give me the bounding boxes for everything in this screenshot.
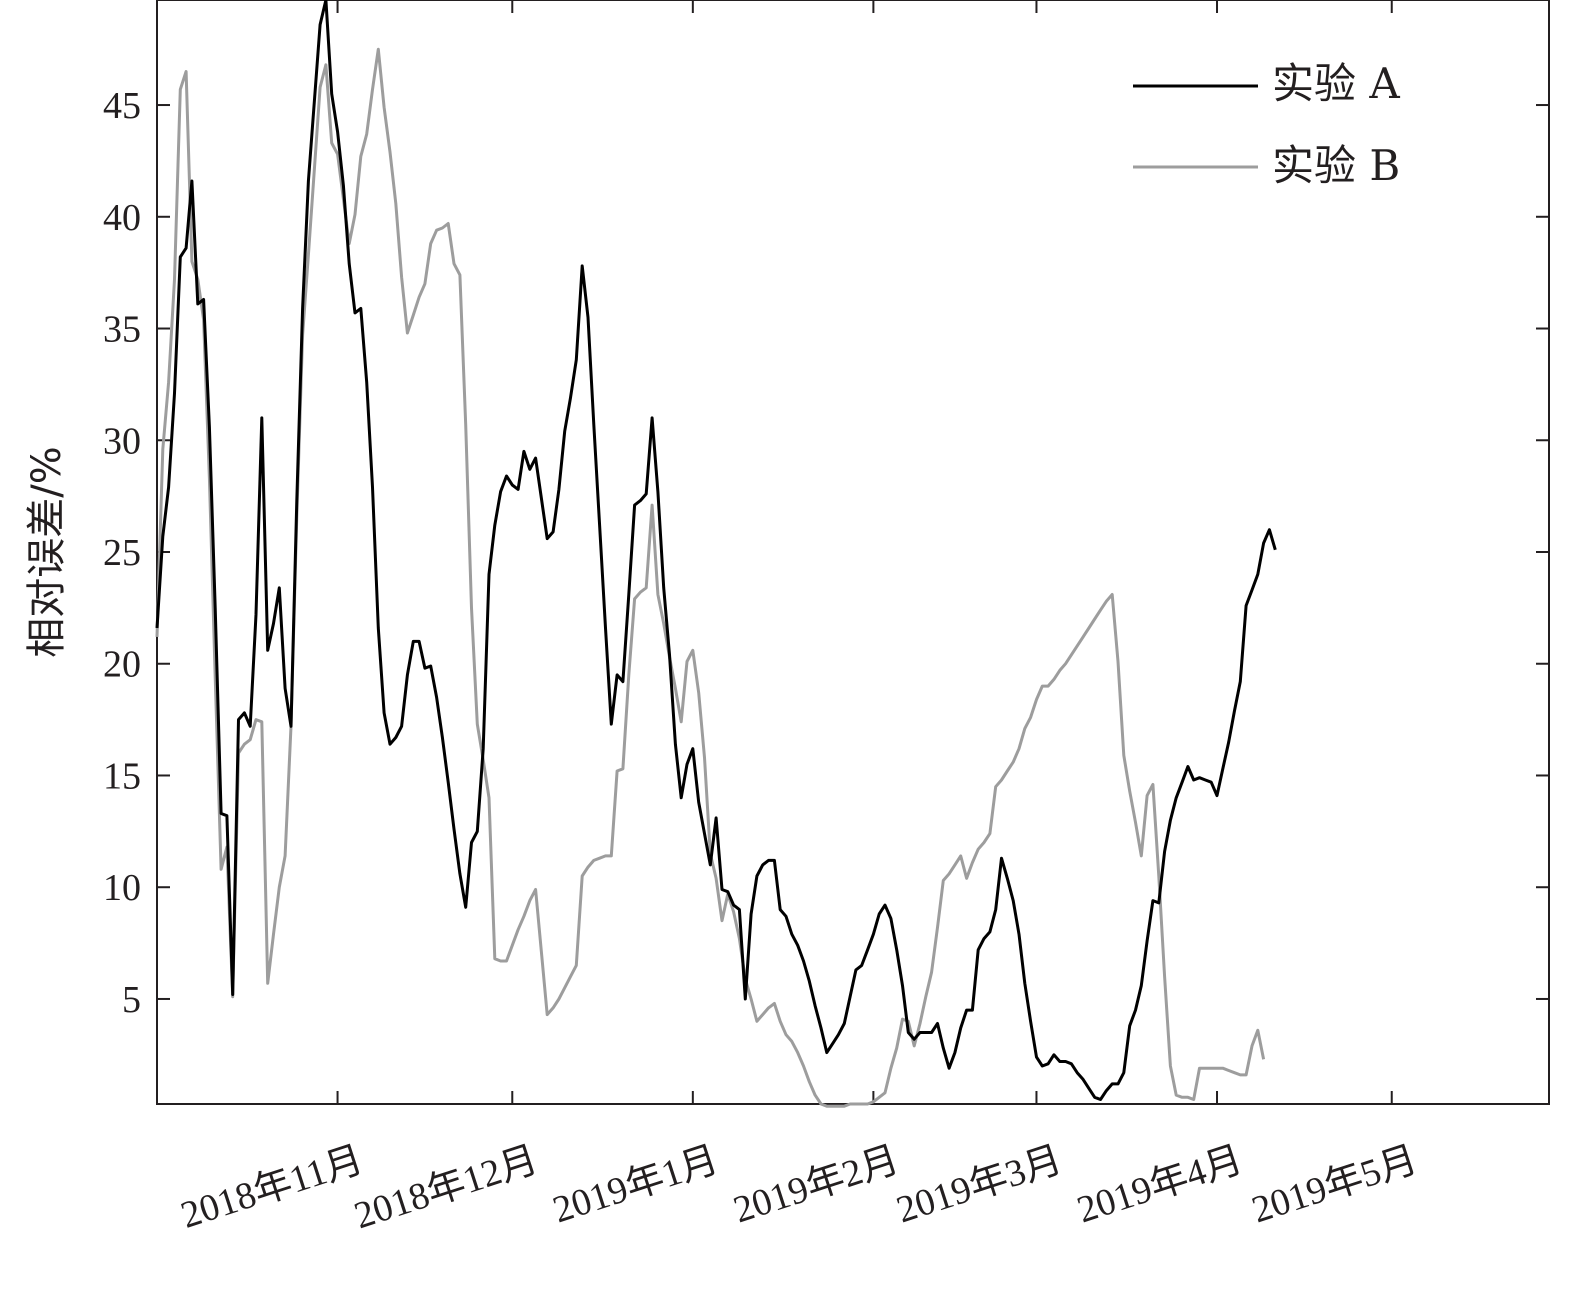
legend: 实验 A 实验 B [1133, 59, 1400, 190]
x-tick-label: 2019年2月 [729, 1139, 905, 1232]
x-tick-label: 2018年11月 [176, 1139, 368, 1237]
legend-label-a: 实验 A [1272, 59, 1400, 108]
y-tick-label: 30 [103, 420, 141, 462]
legend-label-b: 实验 B [1272, 141, 1400, 190]
y-axis: 5 10 15 20 25 30 35 40 45 [103, 85, 1549, 1021]
x-tick-label: 2018年12月 [349, 1139, 543, 1238]
series-line-b [155, 47, 1266, 1108]
y-tick-label: 20 [103, 644, 141, 686]
y-tick-label: 35 [103, 309, 141, 351]
y-tick-label: 5 [122, 979, 141, 1021]
x-tick-label: 2019年1月 [548, 1139, 724, 1232]
y-tick-label: 10 [103, 867, 141, 909]
y-tick-label: 15 [103, 755, 141, 797]
y-tick-label: 45 [103, 85, 141, 127]
y-axis-title: 相对误差/% [24, 446, 70, 657]
series-layer [155, 0, 1277, 1108]
series-line-a [155, 0, 1277, 1101]
x-tick-label: 2019年3月 [892, 1139, 1068, 1232]
x-tick-label: 2019年5月 [1247, 1139, 1423, 1232]
y-tick-label: 40 [103, 197, 141, 239]
y-tick-label: 25 [103, 532, 141, 574]
x-tick-label: 2019年4月 [1072, 1139, 1248, 1232]
